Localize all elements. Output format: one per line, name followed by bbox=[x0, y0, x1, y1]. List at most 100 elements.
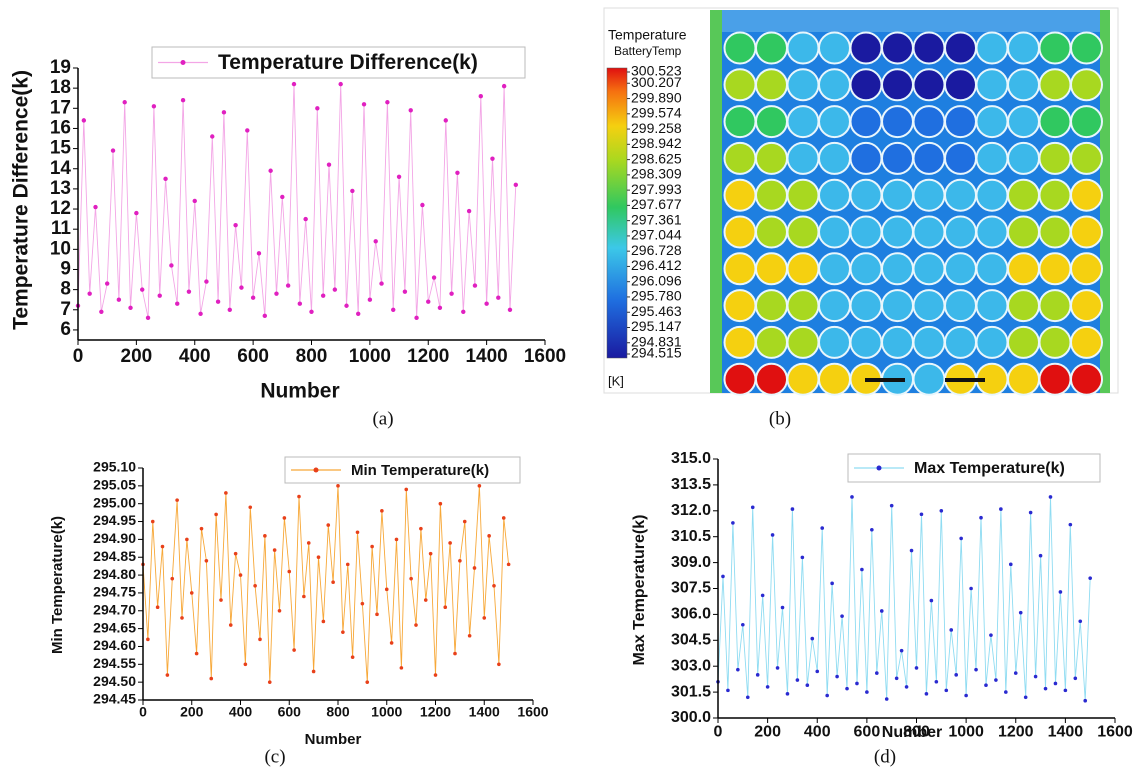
data-point bbox=[189, 591, 194, 595]
data-point bbox=[394, 537, 399, 542]
data-point bbox=[332, 287, 338, 292]
data-point bbox=[507, 307, 513, 312]
y-tick-label: 294.80 bbox=[93, 566, 136, 582]
data-point bbox=[404, 487, 409, 492]
data-point bbox=[163, 176, 168, 182]
battery-cell bbox=[723, 252, 757, 286]
data-point bbox=[326, 523, 331, 527]
domain-top bbox=[722, 10, 1100, 32]
data-point bbox=[1078, 619, 1083, 624]
battery-cell bbox=[944, 141, 977, 175]
legend-label: Temperature Difference(k) bbox=[218, 51, 478, 74]
battery-cell bbox=[975, 68, 1009, 102]
battery-cell bbox=[881, 325, 914, 359]
data-point bbox=[321, 619, 326, 624]
colorbar-label: 294.831 bbox=[631, 333, 682, 349]
wall-right bbox=[1100, 10, 1110, 393]
battery-cell bbox=[723, 289, 757, 323]
data-point bbox=[1028, 510, 1033, 515]
y-tick-label: 11 bbox=[51, 218, 72, 239]
data-point bbox=[370, 544, 374, 549]
battery-cell bbox=[1038, 68, 1072, 102]
data-point bbox=[396, 174, 402, 179]
y-tick-label: 295.10 bbox=[93, 459, 136, 475]
data-point bbox=[800, 555, 805, 560]
data-point bbox=[93, 204, 98, 210]
data-point bbox=[268, 168, 273, 173]
data-point bbox=[87, 291, 92, 296]
data-point bbox=[361, 102, 367, 107]
data-point bbox=[228, 623, 233, 627]
data-point bbox=[267, 680, 272, 684]
battery-cell bbox=[1038, 289, 1072, 323]
data-point bbox=[420, 202, 425, 208]
data-point bbox=[1068, 522, 1073, 527]
data-point bbox=[389, 641, 394, 645]
colorbar-label: 295.463 bbox=[631, 303, 682, 319]
x-tick-label: 1200 bbox=[407, 346, 449, 367]
data-point bbox=[134, 210, 139, 216]
legend-label: Max Temperature(k) bbox=[914, 460, 1065, 477]
data-point bbox=[140, 287, 145, 292]
data-point bbox=[482, 616, 487, 620]
contour-panel: 300.523300.207299.890299.574299.258298.9… bbox=[603, 7, 1119, 396]
data-point bbox=[315, 106, 320, 111]
data-point bbox=[904, 685, 909, 689]
data-point bbox=[204, 279, 209, 284]
y-tick-label: 13 bbox=[50, 178, 71, 199]
data-point bbox=[750, 505, 755, 510]
data-point bbox=[291, 81, 297, 87]
x-tick-label: 400 bbox=[804, 724, 831, 741]
x-tick-label: 600 bbox=[237, 346, 269, 367]
x-tick-label: 1000 bbox=[948, 724, 984, 741]
data-point bbox=[1053, 681, 1058, 686]
data-point bbox=[467, 633, 472, 638]
x-tick-label: 1600 bbox=[517, 703, 548, 719]
battery-cell bbox=[1038, 362, 1072, 396]
data-point bbox=[453, 651, 457, 656]
data-point bbox=[215, 299, 221, 304]
data-point bbox=[309, 309, 314, 314]
data-point bbox=[341, 630, 345, 634]
data-point bbox=[477, 484, 482, 488]
data-point bbox=[157, 293, 162, 298]
y-tick-label: 9 bbox=[60, 258, 71, 279]
data-point bbox=[472, 566, 477, 570]
data-point bbox=[865, 690, 869, 694]
data-point bbox=[280, 194, 285, 200]
y-tick-label: 14 bbox=[50, 158, 72, 179]
data-point bbox=[790, 507, 795, 511]
colorbar-label: 297.677 bbox=[631, 196, 682, 212]
data-point bbox=[760, 593, 765, 598]
data-point bbox=[160, 544, 165, 549]
battery-cell bbox=[818, 68, 851, 102]
data-point bbox=[204, 559, 209, 563]
battery-cell bbox=[975, 289, 1009, 323]
colorbar-subtitle: BatteryTemp bbox=[614, 44, 682, 58]
x-tick-label: 400 bbox=[229, 703, 253, 719]
battery-cell bbox=[818, 31, 851, 65]
data-point bbox=[116, 297, 122, 302]
battery-cell bbox=[723, 215, 757, 249]
battery-cell bbox=[944, 105, 977, 139]
battery-cell bbox=[1070, 362, 1103, 396]
data-point bbox=[1023, 695, 1028, 700]
y-tick-label: 303.0 bbox=[671, 657, 711, 674]
battery-cell bbox=[786, 289, 820, 323]
battery-cell bbox=[849, 289, 883, 323]
x-tick-label: 1200 bbox=[420, 703, 451, 719]
battery-cell bbox=[1007, 141, 1040, 175]
y-tick-label: 294.65 bbox=[93, 619, 136, 635]
data-point bbox=[344, 303, 349, 308]
battery-cell bbox=[975, 178, 1009, 212]
battery-cell bbox=[1070, 289, 1103, 323]
x-tick-label: 1400 bbox=[465, 346, 507, 367]
data-point bbox=[1063, 688, 1068, 693]
data-point bbox=[399, 666, 404, 670]
data-line bbox=[142, 485, 510, 683]
data-point bbox=[810, 636, 815, 641]
data-point bbox=[894, 676, 899, 681]
data-point bbox=[239, 285, 244, 290]
battery-cell bbox=[723, 178, 757, 212]
